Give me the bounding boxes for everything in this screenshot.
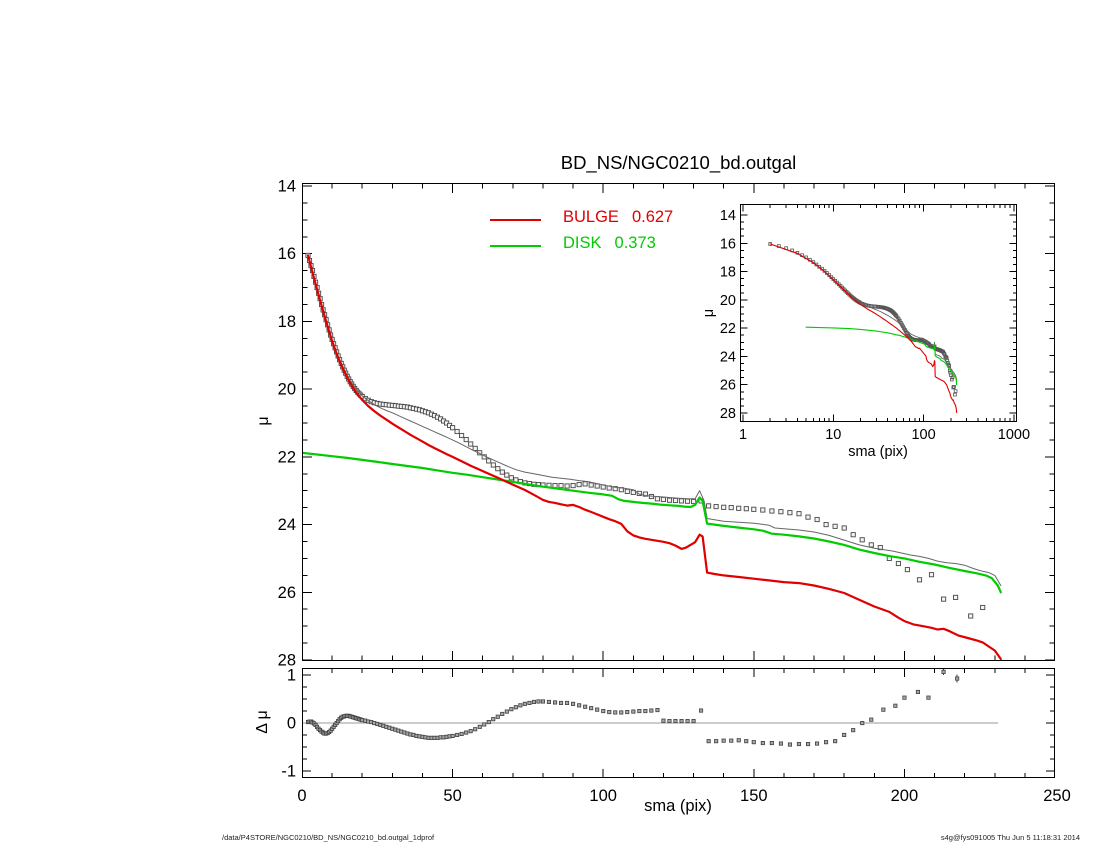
- inset-y-axis-label: μ: [701, 308, 717, 318]
- chart-title: BD_NS/NGC0210_bd.outgal: [560, 152, 797, 173]
- inset-tick-labels: 14 16 18 20 22 24 26 281 10 100 1000: [720, 208, 1030, 443]
- tick-label: 100: [911, 427, 935, 443]
- tick-label: 0: [297, 787, 306, 805]
- legend-line-disk: [490, 245, 541, 247]
- tick-label: 100: [589, 787, 617, 805]
- footer-user-timestamp: s4g@fys091005 Thu Jun 5 11:18:31 2014: [940, 833, 1080, 842]
- inset-x-axis-label: sma (pix): [848, 444, 908, 460]
- series-bulge: [306, 254, 1002, 661]
- tick-label: 250: [1043, 787, 1071, 805]
- tick-label: 1000: [998, 427, 1030, 443]
- inset-series: [768, 242, 958, 414]
- tick-label: 150: [740, 787, 768, 805]
- tick-label: 200: [891, 787, 919, 805]
- tick-label: 22: [278, 448, 296, 466]
- tick-label: 28: [720, 406, 736, 422]
- tick-label: 28: [278, 651, 296, 669]
- residual-y-axis-label: Δ μ: [254, 710, 271, 734]
- main-y-axis-label: μ: [255, 416, 272, 426]
- residual-markers: [305, 669, 960, 747]
- legend-label-disk: DISK: [563, 234, 602, 252]
- main-tick-labels: 14 16 18 20 22 24 26 28: [278, 178, 296, 670]
- tick-label: 16: [720, 236, 736, 252]
- tick-label: 24: [278, 516, 296, 534]
- inset-plot: 14 16 18 20 22 24 26 281 10 100 1000: [720, 204, 1030, 443]
- tick-label: 20: [720, 293, 736, 309]
- tick-label: 18: [720, 265, 736, 281]
- legend-item-disk: DISK 0.373: [563, 234, 656, 253]
- tick-label: 16: [278, 245, 296, 263]
- tick-label: 14: [720, 208, 736, 224]
- tick-label: 1: [287, 667, 296, 685]
- tick-label: 50: [443, 787, 461, 805]
- inset-axis-ticks: [741, 205, 1016, 421]
- legend-item-bulge: BULGE 0.627: [563, 208, 673, 227]
- inset-model-total: [769, 243, 958, 383]
- tick-label: 10: [825, 427, 841, 443]
- tick-label: 14: [278, 178, 296, 196]
- legend-line-bulge: [490, 219, 541, 221]
- tick-label: -1: [281, 762, 296, 780]
- residual-series: [302, 668, 998, 747]
- legend-value-disk: 0.373: [614, 234, 656, 252]
- tick-label: 18: [278, 313, 296, 331]
- legend-label-bulge: BULGE: [563, 208, 619, 226]
- tick-label: 24: [720, 349, 736, 365]
- tick-label: 26: [278, 584, 296, 602]
- tick-label: 0: [287, 715, 296, 733]
- tick-label: 26: [720, 378, 736, 394]
- tick-label: 22: [720, 321, 736, 337]
- tick-label: 20: [278, 381, 296, 399]
- footer-file-path: /data/P4STORE/NGC0210/BD_NS/NGC0210_bd.o…: [222, 833, 435, 842]
- main-series: [302, 252, 1002, 661]
- tick-label: 1: [739, 427, 747, 443]
- inset-bulge: [769, 243, 958, 414]
- inset-disk: [805, 326, 958, 386]
- series-disk: [302, 451, 1002, 594]
- legend-value-bulge: 0.627: [631, 208, 674, 226]
- series-model-total: [307, 254, 1002, 586]
- x-axis-label: sma (pix): [644, 797, 712, 815]
- main-axis-ticks: [303, 184, 1054, 661]
- main-plot: 14 16 18 20 22 24 26 28: [278, 178, 1055, 670]
